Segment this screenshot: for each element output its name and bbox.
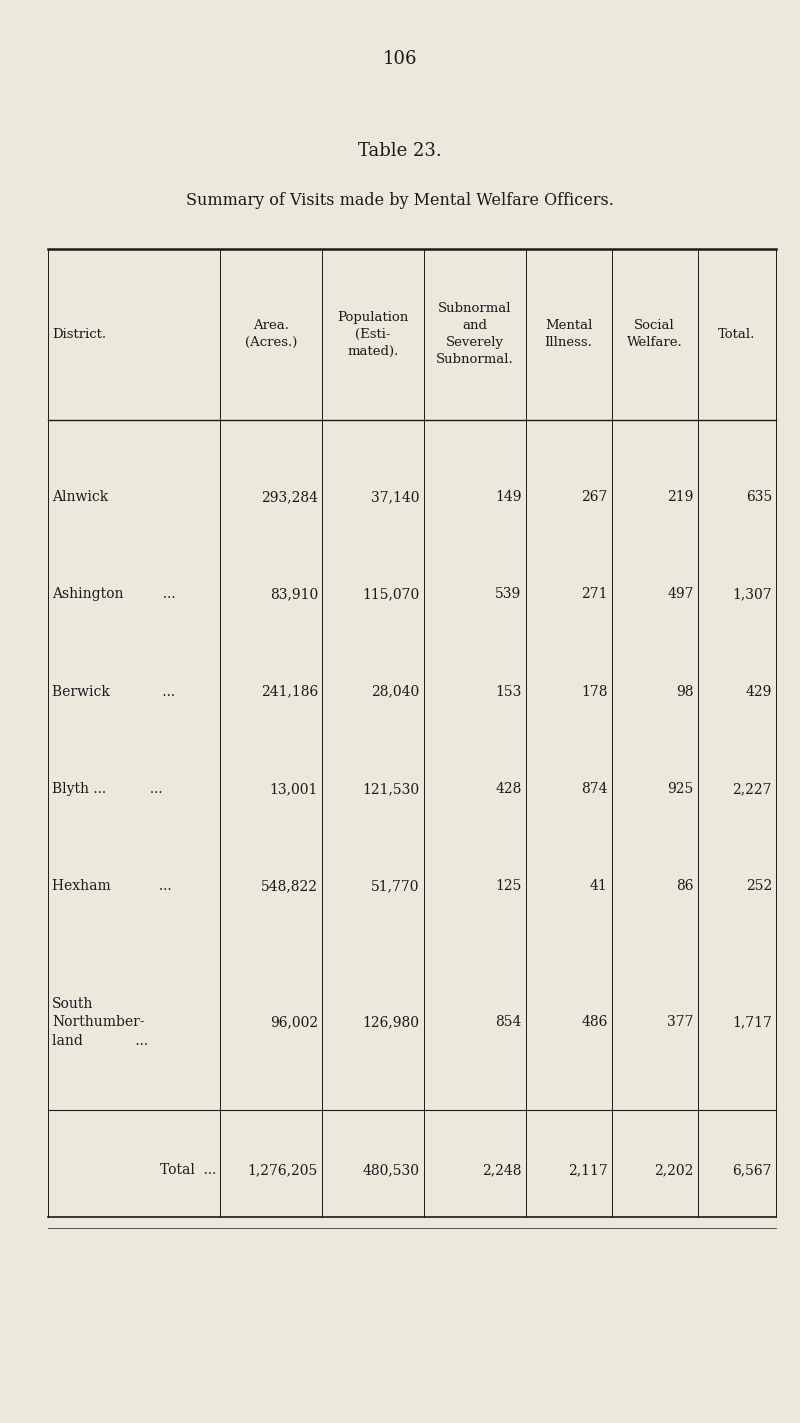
Text: 480,530: 480,530 (362, 1164, 420, 1177)
Text: 241,186: 241,186 (261, 684, 318, 699)
Text: 548,822: 548,822 (261, 879, 318, 894)
Text: 486: 486 (582, 1016, 608, 1029)
Text: 1,717: 1,717 (732, 1016, 772, 1029)
Text: 41: 41 (590, 879, 608, 894)
Text: 2,202: 2,202 (654, 1164, 694, 1177)
Text: 51,770: 51,770 (371, 879, 420, 894)
Text: 13,001: 13,001 (270, 781, 318, 795)
Text: 377: 377 (667, 1016, 694, 1029)
Text: 83,910: 83,910 (270, 588, 318, 601)
Text: Mental
Illness.: Mental Illness. (545, 319, 593, 350)
Text: 874: 874 (581, 781, 608, 795)
Text: Total.: Total. (718, 327, 755, 342)
Text: 86: 86 (676, 879, 694, 894)
Text: 2,117: 2,117 (568, 1164, 608, 1177)
Text: 539: 539 (495, 588, 522, 601)
Text: 925: 925 (667, 781, 694, 795)
Text: Hexham           ...: Hexham ... (52, 879, 172, 894)
Text: 271: 271 (581, 588, 608, 601)
Text: 293,284: 293,284 (261, 490, 318, 504)
Text: Table 23.: Table 23. (358, 142, 442, 161)
Text: District.: District. (52, 327, 106, 342)
Text: Total  ...: Total ... (160, 1164, 216, 1177)
Text: 149: 149 (495, 490, 522, 504)
Text: 153: 153 (495, 684, 522, 699)
Text: 635: 635 (746, 490, 772, 504)
Text: 106: 106 (382, 50, 418, 68)
Text: 125: 125 (495, 879, 522, 894)
Text: 28,040: 28,040 (371, 684, 420, 699)
Text: 98: 98 (676, 684, 694, 699)
Text: 1,307: 1,307 (732, 588, 772, 601)
Text: South
Northumber-
land            ...: South Northumber- land ... (52, 998, 148, 1047)
Text: Area.
(Acres.): Area. (Acres.) (245, 319, 298, 350)
Text: Subnormal
and
Severely
Subnormal.: Subnormal and Severely Subnormal. (436, 303, 514, 366)
Text: 96,002: 96,002 (270, 1016, 318, 1029)
Text: 37,140: 37,140 (371, 490, 420, 504)
Text: Population
(Esti-
mated).: Population (Esti- mated). (338, 310, 409, 359)
Text: 252: 252 (746, 879, 772, 894)
Text: 497: 497 (667, 588, 694, 601)
Text: Alnwick: Alnwick (52, 490, 108, 504)
Text: 267: 267 (582, 490, 608, 504)
Text: 429: 429 (746, 684, 772, 699)
Text: Summary of Visits made by Mental Welfare Officers.: Summary of Visits made by Mental Welfare… (186, 192, 614, 209)
Text: 115,070: 115,070 (362, 588, 420, 601)
Text: Blyth ...          ...: Blyth ... ... (52, 781, 162, 795)
Text: 121,530: 121,530 (362, 781, 420, 795)
Text: Social
Welfare.: Social Welfare. (626, 319, 682, 350)
Text: 2,227: 2,227 (733, 781, 772, 795)
Text: 219: 219 (667, 490, 694, 504)
Text: Berwick            ...: Berwick ... (52, 684, 175, 699)
Text: 6,567: 6,567 (733, 1164, 772, 1177)
Text: 854: 854 (495, 1016, 522, 1029)
Text: 2,248: 2,248 (482, 1164, 522, 1177)
Text: Ashington         ...: Ashington ... (52, 588, 176, 601)
Text: 428: 428 (495, 781, 522, 795)
Text: 1,276,205: 1,276,205 (248, 1164, 318, 1177)
Text: 126,980: 126,980 (362, 1016, 420, 1029)
Text: 178: 178 (581, 684, 608, 699)
